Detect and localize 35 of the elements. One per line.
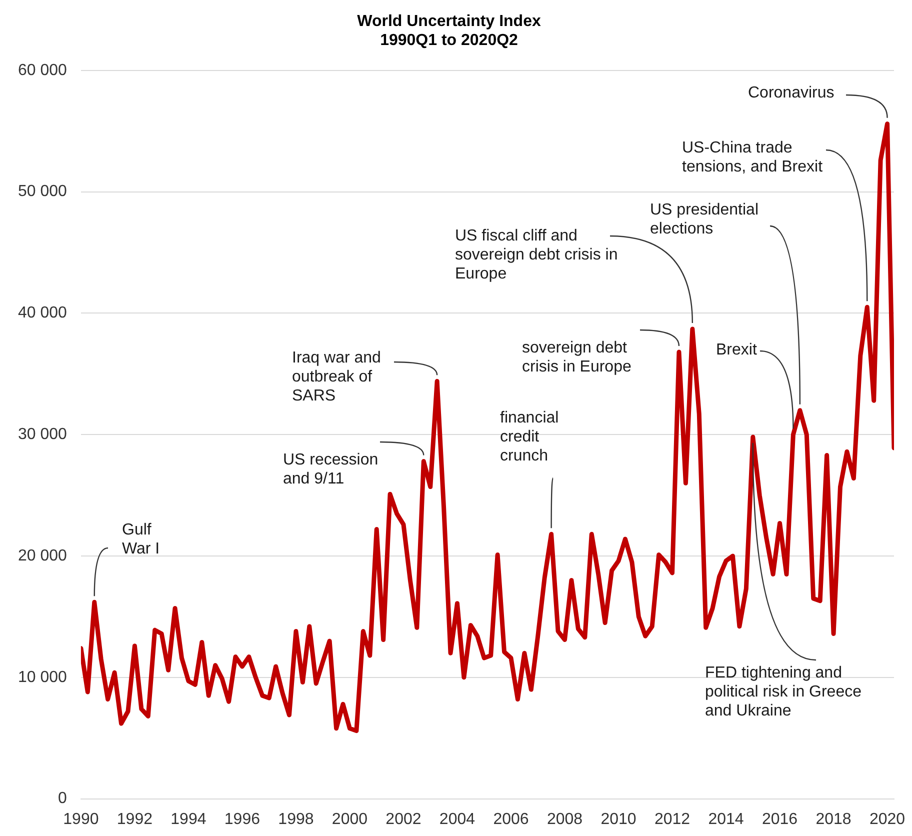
x-tick-label: 2002 (386, 810, 422, 828)
y-tick-label: 60 000 (18, 62, 68, 79)
x-tick-label: 2006 (493, 810, 529, 828)
x-tick-label: 2000 (332, 810, 368, 828)
annotation: financial credit crunch (500, 409, 559, 464)
x-tick-label: 2010 (600, 810, 636, 828)
y-tick-label: 20 000 (18, 547, 68, 564)
annotation: US recession and 9/11 (283, 451, 378, 488)
y-tick-label: 0 (58, 790, 68, 808)
annotation: US fiscal cliff and sovereign debt crisis in Europe (455, 227, 618, 282)
annotation: Coronavirus (748, 84, 834, 102)
annotation: FED tightening and political risk in Greece and Ukraine (705, 664, 862, 720)
x-tick-label: 2008 (546, 810, 583, 828)
annotation: Gulf War I (122, 521, 160, 558)
annotation: Brexit (716, 341, 758, 358)
y-tick-label: 50 000 (18, 183, 68, 200)
y-tick-label: 10 000 (18, 668, 68, 686)
x-tick-label: 2016 (762, 810, 798, 828)
x-tick-label: 2020 (869, 810, 906, 828)
y-tick-label: 30 000 (18, 426, 68, 444)
x-tick-label: 1998 (278, 810, 314, 828)
chart-title: World Uncertainty Index 1990Q1 to 2020Q2 (357, 13, 541, 50)
x-tick-label: 1994 (170, 810, 206, 828)
y-tick-label: 40 000 (18, 304, 68, 322)
annotation: US-China trade tensions, and Brexit (682, 139, 824, 176)
annotation: Iraq war and outbreak of SARS (292, 349, 381, 404)
x-tick-label: 1992 (116, 810, 153, 828)
x-tick-label: 2018 (816, 810, 852, 828)
x-tick-label: 2014 (708, 810, 744, 828)
x-tick-label: 2004 (439, 810, 476, 828)
x-tick-label: 2012 (654, 810, 690, 828)
x-tick-label: 1990 (63, 810, 99, 828)
annotation: sovereign debt crisis in Europe (522, 339, 632, 376)
x-tick-label: 1996 (224, 810, 260, 828)
annotation: US presidential elections (650, 201, 758, 238)
